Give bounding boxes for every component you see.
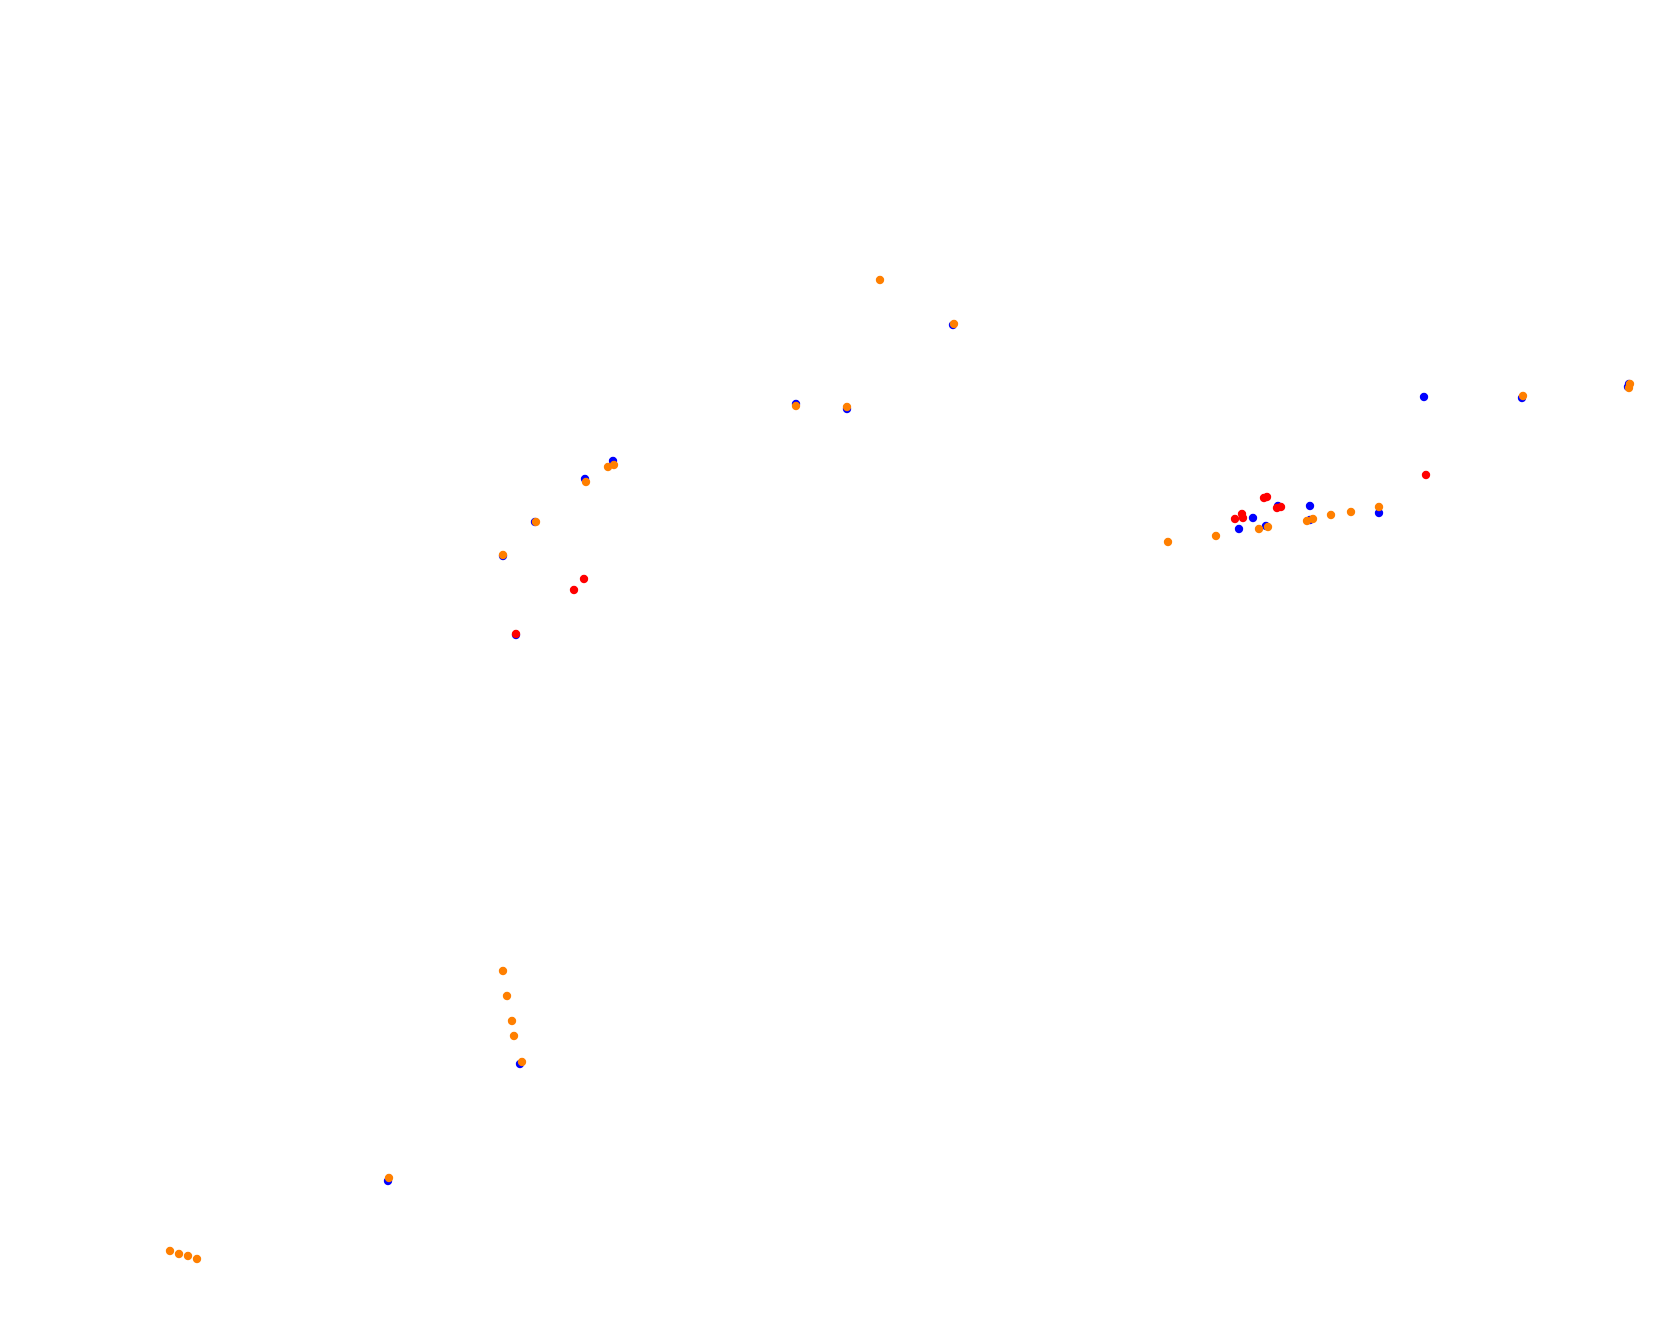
point-s1-5: [1276, 502, 1286, 512]
point-s0-20: [1248, 513, 1258, 523]
point-s1-3: [1262, 492, 1272, 502]
point-s0-12: [1374, 508, 1384, 518]
point-s2-11: [1254, 524, 1264, 534]
point-s2-24: [509, 1031, 519, 1041]
point-s2-9: [1163, 537, 1173, 547]
point-s1-6: [1421, 470, 1431, 480]
point-s1-10: [1238, 513, 1248, 523]
point-s0-13: [1419, 392, 1429, 402]
point-s2-6: [581, 477, 591, 487]
point-s1-9: [511, 629, 521, 639]
point-s2-23: [507, 1016, 517, 1026]
point-s0-19: [1234, 524, 1244, 534]
point-s2-18: [1518, 391, 1528, 401]
point-s2-30: [192, 1254, 202, 1264]
point-s1-8: [569, 585, 579, 595]
point-s2-10: [1211, 531, 1221, 541]
point-s2-7: [531, 517, 541, 527]
point-s2-25: [517, 1057, 527, 1067]
point-s1-7: [579, 574, 589, 584]
point-s0-11: [1305, 501, 1315, 511]
point-s2-17: [1374, 502, 1384, 512]
point-s2-0: [875, 275, 885, 285]
series-2: [165, 275, 1635, 1264]
data-points: [165, 275, 1635, 1264]
point-s2-8: [498, 550, 508, 560]
series-1: [511, 470, 1431, 639]
point-s2-27: [165, 1246, 175, 1256]
point-s2-21: [498, 966, 508, 976]
point-s2-12: [1263, 522, 1273, 532]
point-s1-0: [1230, 514, 1240, 524]
point-s2-14: [1308, 514, 1318, 524]
point-s2-1: [949, 319, 959, 329]
point-s2-15: [1326, 510, 1336, 520]
point-s2-3: [842, 402, 852, 412]
point-s2-20: [1624, 383, 1634, 393]
point-s2-2: [791, 401, 801, 411]
point-s2-22: [502, 991, 512, 1001]
point-s2-5: [609, 460, 619, 470]
point-s2-26: [384, 1173, 394, 1183]
point-s2-29: [183, 1251, 193, 1261]
point-s2-28: [174, 1249, 184, 1259]
point-s2-16: [1346, 507, 1356, 517]
